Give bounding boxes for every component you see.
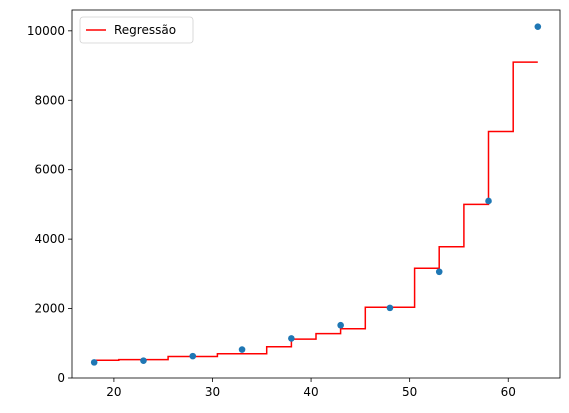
scatter-layer xyxy=(90,23,542,366)
scatter-point xyxy=(90,359,98,366)
scatter-point xyxy=(435,268,443,276)
scatter-point xyxy=(189,352,197,360)
plot-area xyxy=(72,10,560,378)
ticks-layer: 20 30 40 50 60 0 2000 4000 6000 8000 10000 xyxy=(27,24,516,399)
scatter-point xyxy=(288,335,295,342)
scatter-point xyxy=(386,304,394,312)
y-tick-label: 2000 xyxy=(34,302,65,316)
scatter-point xyxy=(140,357,147,364)
legend: Regressão xyxy=(79,16,194,44)
x-tick-label: 50 xyxy=(402,385,417,399)
y-tick-label: 8000 xyxy=(34,93,65,107)
y-tick-label: 10000 xyxy=(27,24,65,38)
scatter-point xyxy=(485,197,492,205)
legend-label-regression: Regressão xyxy=(114,23,176,37)
plot-frame xyxy=(71,9,561,379)
scatter-point xyxy=(238,346,246,353)
y-tick-label: 0 xyxy=(57,371,65,385)
scatter-point xyxy=(337,321,344,329)
x-tick-label: 40 xyxy=(303,385,318,399)
y-tick-label: 6000 xyxy=(34,163,65,177)
x-tick-label: 60 xyxy=(501,385,516,399)
y-tick-label: 4000 xyxy=(34,232,65,246)
scatter-point xyxy=(534,23,542,30)
legend-box xyxy=(79,16,194,44)
x-tick-label: 30 xyxy=(205,385,220,399)
x-tick-label: 20 xyxy=(106,385,121,399)
